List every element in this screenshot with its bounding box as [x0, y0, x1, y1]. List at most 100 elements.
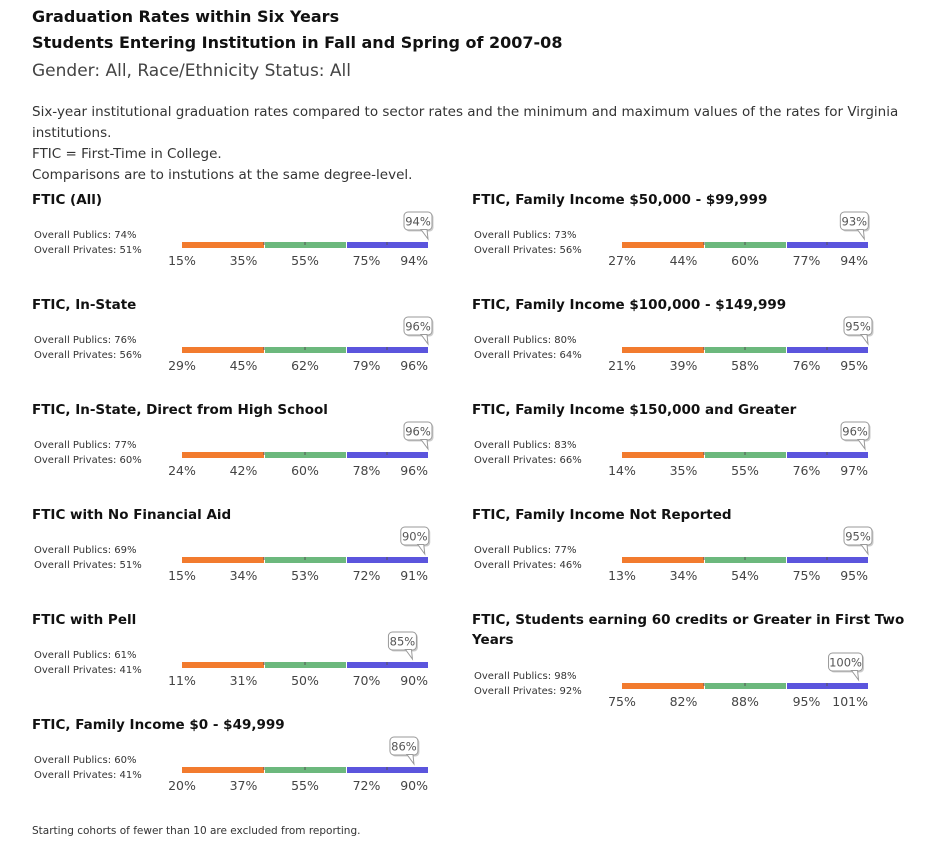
- callout-box: [403, 211, 433, 231]
- axis-tick-label: 15%: [168, 253, 196, 268]
- axis-tick-label: 62%: [291, 358, 319, 373]
- axis-tick-label: 15%: [168, 568, 196, 583]
- callout-box: [839, 211, 869, 231]
- bullet-chart-panel: FTIC, Family Income $150,000 and Greater…: [466, 400, 916, 500]
- value-label: 95%: [845, 320, 871, 334]
- axis-tick-label: 31%: [230, 673, 258, 688]
- callout-pointer: [860, 544, 869, 556]
- axis-tick-label: 55%: [291, 253, 319, 268]
- overall-publics-label: Overall Publics: 98%: [474, 671, 577, 682]
- overall-privates-label: Overall Privates: 60%: [34, 455, 142, 466]
- overall-privates-label: Overall Privates: 41%: [34, 770, 142, 781]
- value-callout: 90%: [400, 526, 431, 556]
- callout-pointer: [420, 439, 429, 451]
- chart-title: FTIC, Family Income $0 - $49,999: [32, 717, 285, 733]
- callout-box: [387, 631, 417, 651]
- callout-box: [840, 421, 870, 441]
- value-label: 96%: [405, 320, 431, 334]
- axis-tick-label: 88%: [731, 694, 759, 709]
- bullet-chart: 21% 39% 58% 76% 95% 95%: [608, 316, 874, 373]
- overall-publics-label: Overall Publics: 77%: [474, 545, 577, 556]
- chart-title: FTIC, In-State: [32, 297, 137, 313]
- chart-title: FTIC, In-State, Direct from High School: [32, 402, 328, 418]
- axis-tick-label: 79%: [353, 358, 381, 373]
- value-label: 100%: [829, 656, 862, 670]
- callout-box: [843, 316, 873, 336]
- chart-title: FTIC, Students earning 60 credits or Gre…: [472, 612, 905, 648]
- axis-tick-label: 55%: [731, 463, 759, 478]
- overall-privates-label: Overall Privates: 56%: [474, 245, 582, 256]
- report-title: Graduation Rates within Six Years: [32, 7, 340, 26]
- axis-tick-label: 14%: [608, 463, 636, 478]
- axis-tick-label: 54%: [731, 568, 759, 583]
- low-range-segment: [622, 452, 704, 458]
- axis-tick-label: 42%: [230, 463, 258, 478]
- axis-tick-label: 58%: [731, 358, 759, 373]
- callout-pointer: [420, 334, 429, 346]
- axis-tick-label: 35%: [670, 463, 698, 478]
- axis-tick-label: 35%: [230, 253, 258, 268]
- overall-publics-label: Overall Publics: 60%: [34, 755, 137, 766]
- overall-publics-label: Overall Publics: 77%: [34, 440, 137, 451]
- bullet-chart: 24% 42% 60% 78% 96% 96%: [168, 421, 434, 478]
- axis-tick-label: 44%: [670, 253, 698, 268]
- axis-tick-label: 95%: [840, 358, 868, 373]
- bullet-chart-panel: FTIC, Family Income $50,000 - $99,999 Ove…: [466, 190, 916, 290]
- bullet-chart-panel: FTIC, Family Income Not Reported Overall …: [466, 505, 916, 605]
- value-label: 86%: [391, 740, 417, 754]
- axis-tick-label: 34%: [230, 568, 258, 583]
- value-label: 85%: [390, 635, 416, 649]
- callout-pointer: [404, 649, 414, 661]
- overall-privates-label: Overall Privates: 56%: [34, 350, 142, 361]
- overall-privates-label: Overall Privates: 41%: [34, 665, 142, 676]
- bullet-chart-panel: FTIC, In-State Overall Publics: 76% Overal…: [26, 295, 476, 395]
- axis-tick-label: 29%: [168, 358, 196, 373]
- description-line: Comparisons are to instutions at the sam…: [32, 167, 413, 183]
- bullet-chart: 27% 44% 60% 77% 94% 93%: [608, 211, 870, 268]
- low-range-segment: [622, 347, 704, 353]
- overall-privates-label: Overall Privates: 92%: [474, 686, 582, 697]
- overall-privates-label: Overall Privates: 66%: [474, 455, 582, 466]
- low-range-segment: [622, 683, 704, 689]
- value-label: 96%: [842, 425, 868, 439]
- axis-tick-label: 75%: [793, 568, 821, 583]
- chart-title: FTIC, Family Income $50,000 - $99,999: [472, 192, 768, 208]
- bullet-chart: 15% 34% 53% 72% 91% 90%: [168, 526, 431, 583]
- description-line: FTIC = First-Time in College.: [32, 146, 222, 162]
- overall-publics-label: Overall Publics: 74%: [34, 230, 137, 241]
- value-callout: 93%: [839, 211, 870, 241]
- overall-publics-label: Overall Publics: 61%: [34, 650, 137, 661]
- axis-tick-label: 76%: [793, 463, 821, 478]
- value-callout: 95%: [843, 316, 874, 346]
- value-callout: 96%: [403, 316, 434, 346]
- bullet-chart-panel: FTIC, Family Income $100,000 - $149,999 O…: [466, 295, 916, 395]
- overall-publics-label: Overall Publics: 83%: [474, 440, 577, 451]
- bullet-chart: 13% 34% 54% 75% 95% 95%: [608, 526, 874, 583]
- axis-tick-label: 20%: [168, 778, 196, 793]
- axis-tick-label: 91%: [400, 568, 428, 583]
- axis-tick-label: 13%: [608, 568, 636, 583]
- callout-pointer: [856, 229, 866, 241]
- chart-title: FTIC with No Financial Aid: [32, 507, 232, 523]
- axis-tick-label: 94%: [400, 253, 428, 268]
- value-callout: 100%: [828, 652, 865, 682]
- low-range-segment: [182, 662, 264, 668]
- value-callout: 94%: [403, 211, 434, 241]
- axis-tick-label: 75%: [608, 694, 636, 709]
- overall-privates-label: Overall Privates: 46%: [474, 560, 582, 571]
- bullet-chart: 29% 45% 62% 79% 96% 96%: [168, 316, 434, 373]
- chart-title: FTIC with Pell: [32, 612, 137, 628]
- overall-privates-label: Overall Privates: 64%: [474, 350, 582, 361]
- value-label: 95%: [845, 530, 871, 544]
- value-callout: 86%: [389, 736, 420, 766]
- overall-privates-label: Overall Privates: 51%: [34, 245, 142, 256]
- low-range-segment: [622, 242, 704, 248]
- callout-box: [389, 736, 419, 756]
- callout-pointer: [420, 229, 429, 241]
- axis-tick-label: 75%: [353, 253, 381, 268]
- overall-publics-label: Overall Publics: 80%: [474, 335, 577, 346]
- value-label: 96%: [405, 425, 431, 439]
- low-range-segment: [182, 767, 264, 773]
- axis-tick-label: 50%: [291, 673, 319, 688]
- description-line: Six-year institutional graduation rates …: [32, 104, 899, 141]
